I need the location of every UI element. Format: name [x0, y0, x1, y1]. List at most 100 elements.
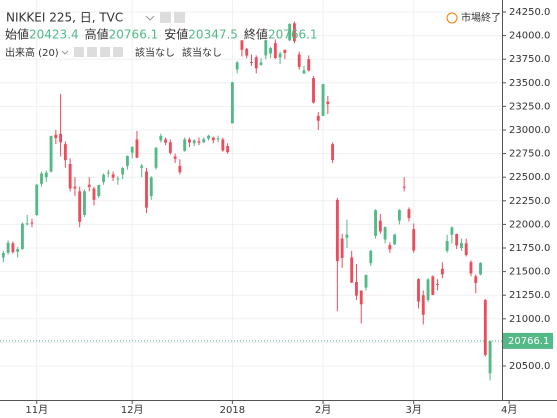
candle-body [421, 295, 425, 315]
candle-body [273, 43, 277, 58]
candle-body [359, 290, 363, 305]
candle-body [259, 62, 263, 65]
candle-body [78, 191, 82, 222]
candle-body [283, 49, 287, 53]
ohlc-value: 20347.5 [188, 28, 238, 42]
y-tick-label: 23500.0 [509, 78, 550, 89]
candle-body [445, 241, 449, 251]
candle-body [130, 147, 134, 153]
ohlc-value: 20423.4 [29, 28, 79, 42]
candle-body [383, 227, 387, 240]
candle-body [30, 222, 34, 224]
candle-body [397, 209, 401, 221]
candle-body [164, 139, 168, 143]
candle-body [288, 23, 292, 41]
candle-body [278, 53, 282, 58]
candle-body [68, 163, 72, 189]
candle-body [111, 174, 115, 178]
candle-body [49, 135, 53, 172]
candle-body [312, 78, 315, 103]
candle-body [6, 242, 10, 253]
candle-body [183, 139, 187, 151]
candle-body [388, 245, 392, 250]
candle-body [431, 276, 435, 295]
candle-body [417, 279, 420, 302]
candle-body [44, 172, 48, 178]
market-status: 市場終了 [461, 11, 501, 24]
x-tick-label: 3月 [406, 404, 422, 416]
candle-body [355, 281, 358, 296]
candle-body [221, 139, 225, 151]
candle-body [407, 209, 411, 218]
candle-body [63, 144, 67, 161]
candle-body [302, 70, 306, 74]
indicator-value: 該当なし [182, 46, 222, 59]
candle-body [116, 178, 120, 180]
ohlc-label: 安値 [164, 27, 188, 42]
y-tick-label: 20500.0 [509, 361, 550, 372]
y-tick-label: 23000.0 [509, 125, 550, 136]
ohlc-label: 高値 [85, 27, 109, 42]
candle-body [269, 48, 272, 54]
candle-body [145, 171, 148, 208]
candle-body [20, 223, 24, 249]
candle-body [393, 234, 397, 245]
candle-body [331, 144, 335, 161]
candle-body [121, 168, 125, 175]
y-tick-label: 22250.0 [509, 196, 550, 207]
candle-body [216, 138, 220, 140]
ohlc-value: 20766.1 [109, 28, 159, 42]
icon [87, 47, 97, 57]
candle-body [321, 84, 325, 116]
y-tick-label: 21500.0 [509, 267, 550, 278]
y-tick-label: 24000.0 [509, 31, 550, 42]
candle-body [226, 146, 230, 153]
indicator-name: 出来高 (20) [5, 46, 59, 59]
candle-body [374, 210, 377, 236]
candle-body [125, 155, 129, 166]
icon [174, 12, 185, 23]
candle-body [154, 147, 158, 168]
candle-body [11, 243, 15, 253]
candle-body [106, 172, 110, 174]
candle-body [479, 263, 482, 275]
y-tick-label: 23250.0 [509, 101, 550, 112]
candle-body [326, 101, 330, 105]
candle-body [450, 227, 454, 235]
icon [160, 12, 171, 23]
candle-body [469, 262, 473, 274]
candle-body [178, 165, 182, 173]
x-tick-label: 4月 [501, 404, 517, 416]
candle-body [455, 233, 459, 246]
last-price-tag [503, 332, 553, 349]
candle-body [207, 135, 210, 139]
candle-body [335, 199, 339, 262]
y-tick-label: 21750.0 [509, 243, 550, 254]
y-tick-label: 22750.0 [509, 149, 550, 160]
candle-body [16, 249, 20, 252]
y-tick-label: 22500.0 [509, 172, 550, 183]
candle-body [230, 82, 234, 124]
candle-body [202, 139, 206, 143]
candle-body [464, 243, 468, 255]
candle-body [350, 257, 354, 283]
candle-body [235, 62, 239, 70]
candle-body [340, 238, 344, 258]
x-tick-label: 11月 [25, 404, 48, 416]
candle-body [35, 184, 39, 215]
candle-body [59, 133, 63, 143]
candles [1, 21, 492, 381]
candle-body [87, 184, 91, 187]
candle-body [197, 141, 201, 143]
candle-body [73, 186, 77, 189]
candle-body [92, 188, 96, 200]
x-tick-label: 2月 [315, 404, 331, 416]
chart-title: NIKKEI 225, 日, TVC [6, 11, 123, 25]
y-tick-label: 21000.0 [509, 314, 550, 325]
candle-body [488, 340, 492, 374]
candle-body [97, 185, 101, 197]
ohlc-label: 終値 [244, 27, 268, 42]
ohlc-label: 始値 [5, 27, 29, 42]
candle-body [460, 243, 463, 249]
